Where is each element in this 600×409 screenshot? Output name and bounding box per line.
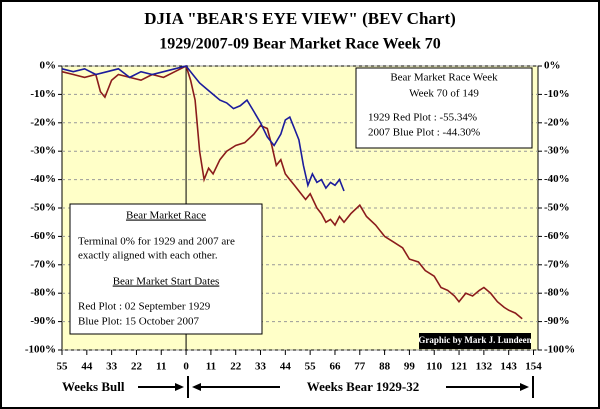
y-tick-label: -50% — [30, 202, 56, 214]
x-tick-label: 33 — [106, 361, 118, 373]
credit: Graphic by Mark J. Lundeen — [418, 335, 531, 345]
box — [355, 67, 533, 149]
y-tick-label: -40% — [30, 173, 56, 185]
x-tick-label: 132 — [476, 361, 493, 373]
box-text: Red Plot : 02 September 1929 — [78, 301, 211, 313]
x-tick-label: 143 — [500, 361, 517, 373]
x-label-bear: Weeks Bear 1929-32 — [307, 379, 419, 394]
y-tick-label: -100% — [25, 344, 56, 356]
chart-title: DJIA "BEAR'S EYE VIEW" (BEV Chart) — [144, 9, 456, 28]
arrow-head — [192, 383, 201, 391]
x-tick-label: 11 — [156, 361, 166, 373]
x-tick-label: 110 — [426, 361, 442, 373]
box-heading: Bear Market Race — [126, 210, 206, 222]
y2-tick-label: -90% — [544, 315, 570, 327]
y2-tick-label: -50% — [544, 202, 570, 214]
y2-tick-label: -80% — [544, 287, 570, 299]
chart-subtitle: 1929/2007-09 Bear Market Race Week 70 — [159, 36, 441, 53]
x-tick-label: 22 — [230, 361, 242, 373]
x-tick-label: 33 — [255, 361, 267, 373]
y-tick-label: -30% — [30, 145, 56, 157]
arrow-head — [520, 383, 529, 391]
y2-tick-label: -60% — [544, 230, 570, 242]
box-text: Week 70 of 149 — [409, 88, 479, 100]
y-tick-label: -60% — [30, 230, 56, 242]
y2-tick-label: -10% — [544, 88, 570, 100]
y2-tick-label: 0% — [544, 60, 561, 72]
series-line — [61, 65, 345, 192]
x-tick-label: 77 — [354, 361, 366, 373]
box — [69, 203, 263, 335]
y-tick-label: -90% — [30, 315, 56, 327]
x-tick-label: 66 — [329, 361, 341, 373]
box-heading: Bear Market Start Dates — [113, 276, 220, 288]
info-box: Bear Market Race Terminal 0% for 1929 an… — [69, 203, 263, 335]
x-tick-label: 154 — [525, 361, 542, 373]
box-text: exactly aligned with each other. — [78, 250, 218, 262]
x-tick-label: 44 — [280, 361, 292, 373]
x-tick-label: 55 — [57, 361, 69, 373]
y-tick-label: 0% — [40, 60, 57, 72]
box-text: Bear Market Race Week — [390, 72, 498, 84]
series-line — [61, 64, 523, 320]
box-text: Terminal 0% for 1929 and 2007 are — [78, 236, 235, 248]
x-tick-label: 121 — [451, 361, 468, 373]
credit-box — [419, 333, 531, 349]
lines — [61, 64, 523, 320]
y-tick-label: -70% — [30, 258, 56, 270]
x-tick-label: 22 — [131, 361, 143, 373]
arrow-head — [175, 383, 184, 391]
box-text: Blue Plot: 15 October 2007 — [78, 316, 199, 328]
x-tick-label: 55 — [305, 361, 317, 373]
y2-tick-label: -100% — [544, 344, 575, 356]
y2-tick-label: -40% — [544, 173, 570, 185]
y-tick-label: -20% — [30, 116, 56, 128]
box-text: 1929 Red Plot : -55.34% — [368, 112, 477, 124]
y-tick-label: -80% — [30, 287, 56, 299]
x-tick-label: 11 — [206, 361, 216, 373]
bottom-labels — [138, 376, 534, 398]
y2-tick-label: -20% — [544, 116, 570, 128]
week-box: Bear Market Race Week Week 70 of 149 192… — [355, 67, 533, 149]
y-tick-label: -10% — [30, 88, 56, 100]
y2-tick-label: -70% — [544, 258, 570, 270]
x-tick-label: 0 — [183, 361, 189, 373]
x-tick-label: 99 — [404, 361, 416, 373]
y2-tick-label: -30% — [544, 145, 570, 157]
x-label-bull: Weeks Bull — [62, 379, 125, 394]
box-text: 2007 Blue Plot : -44.30% — [368, 127, 480, 139]
x-tick-label: 44 — [81, 361, 93, 373]
arrow-heads — [175, 383, 529, 391]
x-tick-label: 88 — [379, 361, 391, 373]
